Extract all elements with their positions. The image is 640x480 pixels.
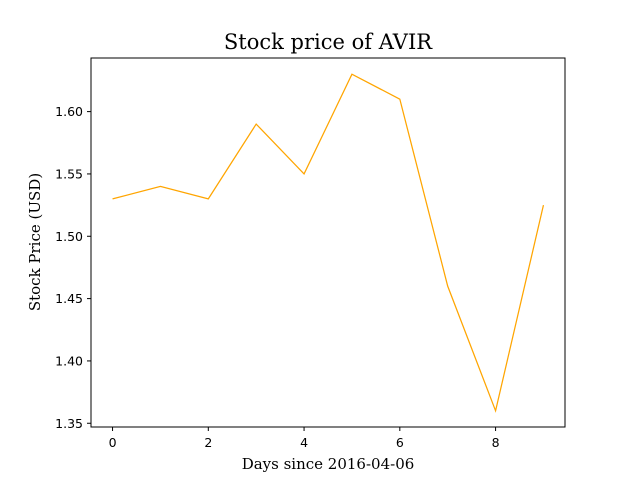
x-tick-label: 0 [109,435,117,450]
y-tick-label: 1.55 [55,166,83,181]
x-tick-label: 2 [204,435,212,450]
x-axis: 0 2 4 6 8 [109,427,500,450]
y-tick-label: 1.50 [55,229,83,244]
plot-area [112,73,545,413]
y-axis: 1.35 1.40 1.45 1.50 1.55 1.60 [55,104,91,431]
x-tick-label: 8 [492,435,500,450]
x-tick-label: 4 [300,435,308,450]
y-tick-label: 1.40 [55,353,83,368]
y-tick-label: 1.45 [55,291,83,306]
x-tick-label: 6 [396,435,404,450]
y-axis-label: Stock Price (USD) [26,173,44,311]
x-axis-label: Days since 2016-04-06 [242,455,415,473]
plot-frame [90,57,566,428]
y-tick-label: 1.60 [55,104,83,119]
chart-title: Stock price of AVIR [224,30,433,54]
series-line-0 [112,73,545,413]
y-tick-label: 1.35 [55,416,83,431]
